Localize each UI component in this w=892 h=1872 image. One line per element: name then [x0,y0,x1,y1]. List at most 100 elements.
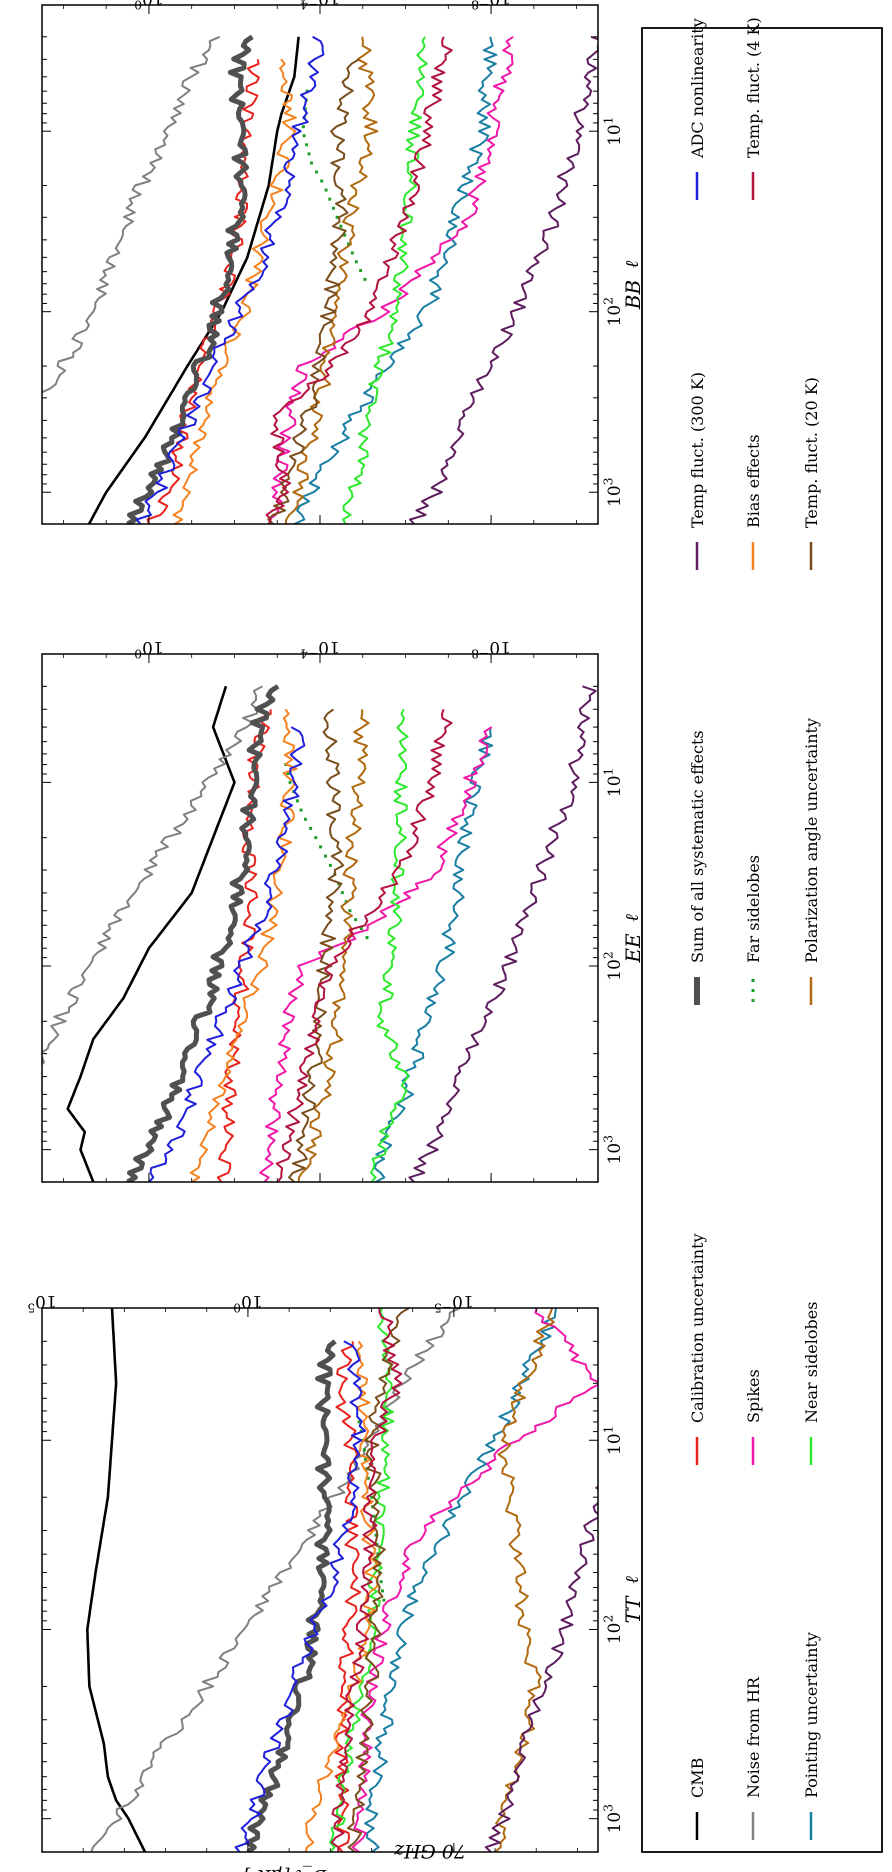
series-temp-fluct-20-k [347,1308,410,1852]
series-temp-fluct-20-k [288,708,345,1182]
series-far-sidelobes-point [343,233,347,237]
series-adc-nonlinearity [148,726,306,1182]
series-spikes [267,35,514,524]
x-tick-label: 102 [601,1615,625,1644]
x-tick-label: 103 [601,1804,625,1833]
series-far-sidelobes-point [339,224,343,228]
series-temp-fluct-20-k [267,58,360,524]
series-far-sidelobes-point [357,1420,361,1424]
series-bias-effects [304,1340,379,1852]
series-near-sidelobes [329,1308,395,1852]
series-temp-fluct-4-k [265,36,453,524]
legend-label: Temp fluct. (300 K) [688,372,707,528]
legend-item: ADC nonlinearity [688,18,707,200]
legend-item: CMB [688,1758,707,1840]
series-sum-of-all-systematic-effects [126,684,280,1182]
series-far-sidelobes-point [323,854,327,858]
legend-label: Temp. fluct. (20 K) [802,377,821,528]
legend-label: Bias effects [744,434,763,528]
series-far-sidelobes-point [299,808,303,812]
series-far-sidelobes-point [376,1552,380,1556]
legend-item: Polarization angle uncertainty [802,718,821,1005]
x-tick-label: 103 [601,1135,625,1164]
series-far-sidelobes-point [364,1457,368,1461]
series-far-sidelobes-point [314,836,318,840]
legend-label: Temp. fluct. (4 K) [744,17,763,158]
series-far-sidelobes-point [365,936,369,940]
x-tick-label: 102 [601,297,625,326]
series-polarization-angle-uncertainty [284,36,379,524]
series-group [42,684,597,1182]
series-far-sidelobes-point [307,152,311,156]
series-temp-fluct-300-k [484,1485,598,1852]
series-far-sidelobes-point [354,918,358,922]
series-far-sidelobes-point [320,179,324,183]
legend-item: Bias effects [744,434,763,570]
legend-swatch [751,989,755,992]
series-far-sidelobes-point [305,143,309,147]
legend-box [641,27,883,1853]
legend-label: Polarization angle uncertainty [802,718,821,963]
legend-label: ADC nonlinearity [688,18,707,159]
series-far-sidelobes-point [286,771,290,775]
y-tick-label: 100 [134,637,163,661]
legend-label: Near sidelobes [802,1302,821,1423]
series-far-sidelobes-point [340,891,344,895]
y-tick-label: 10−8 [471,0,511,12]
series-far-sidelobes-point [328,863,332,867]
series-far-sidelobes-point [301,125,305,129]
series-sum-of-all-systematic-effects [245,1339,337,1852]
x-tick-label: 101 [601,116,625,145]
y-tick-label: 10−4 [300,0,340,12]
series-pointing-uncertainty [293,36,498,524]
y-tick-label: 10−5 [434,1291,474,1315]
series-far-sidelobes-point [303,817,307,821]
y-tick-label: 10−4 [300,637,340,661]
series-far-sidelobes-point [309,161,313,165]
series-pointing-uncertainty [373,727,494,1182]
series-polarization-angle-uncertainty [494,1308,555,1852]
series-far-sidelobes-point [380,1589,384,1593]
series-cmb [66,685,236,1182]
series-temp-fluct-300-k [408,685,597,1182]
series-far-sidelobes-point [331,206,335,210]
panel-ee: 101 102 103 ℓ 100 10−4 10−8 EE [41,637,645,1183]
series-far-sidelobes-point [359,269,363,273]
series-cmb [87,36,300,524]
series-far-sidelobes-point [288,780,292,784]
series-far-sidelobes-point [309,826,313,830]
x-tick-label: 101 [601,768,625,797]
series-calibration-uncertainty [334,1341,362,1852]
x-tick-label: 103 [601,477,625,506]
legend-label: Pointing uncertainty [802,1632,821,1798]
series-cmb [86,1308,147,1852]
series-temp-fluct-4-k [330,1308,403,1852]
plot-frame [41,4,599,525]
x-axis-label: ℓ [622,914,643,922]
y-tick-label: 105 [27,1291,56,1315]
series-far-sidelobes-point [363,277,367,281]
panel-bb: 101 102 103 ℓ 100 10−4 10−8 BB [41,0,645,525]
x-axis-label: ℓ [622,1576,643,1584]
panel-title: BB [621,280,645,310]
figure-side-label: 70 GHz [393,1840,466,1862]
plot-frame [41,1307,599,1853]
series-far-sidelobes-point [295,799,299,803]
series-noise-from-hr [90,1308,461,1852]
series-near-sidelobes [342,36,428,524]
x-tick-label: 101 [601,1426,625,1455]
legend-swatch [751,979,755,982]
series-far-sidelobes-point [372,1514,376,1518]
series-far-sidelobes-point [366,1476,370,1480]
legend-item: Near sidelobes [802,1302,821,1465]
legend: CMB Noise from HR Pointing uncertainty Cali… [641,17,883,1853]
series-far-sidelobes-point [303,107,307,111]
legend-item: Far sidelobes [744,855,763,1002]
series-far-sidelobes-point [315,170,319,174]
series-far-sidelobes-point [382,1598,386,1602]
series-bias-effects [189,708,298,1182]
series-far-sidelobes-point [335,215,339,219]
series-far-sidelobes-point [359,1429,363,1433]
series-far-sidelobes-point [362,1448,366,1452]
